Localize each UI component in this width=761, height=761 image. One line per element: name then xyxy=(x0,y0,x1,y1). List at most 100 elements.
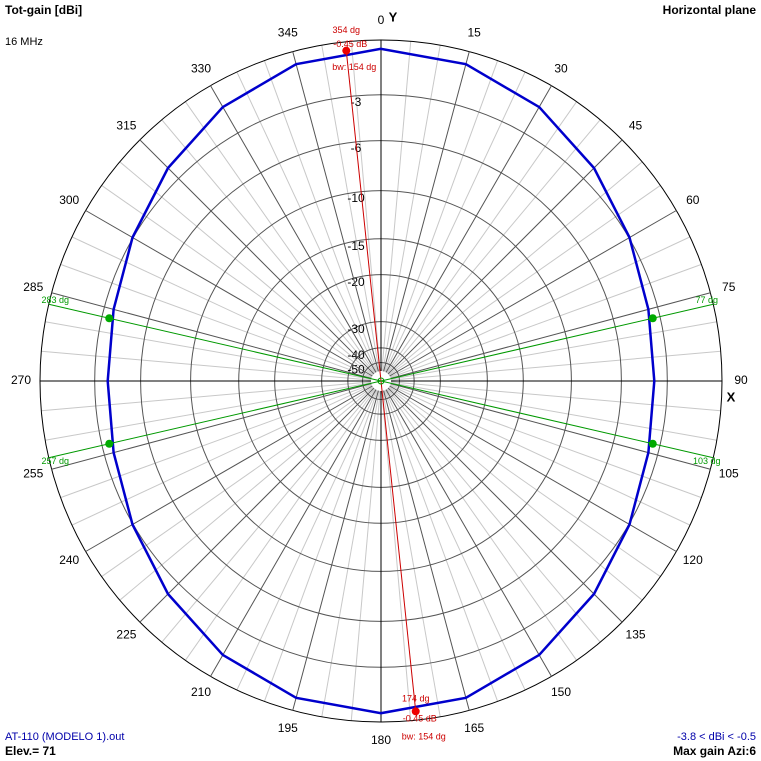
frequency: 16 MHz xyxy=(5,36,43,48)
minor-spoke xyxy=(119,387,374,601)
minor-spoke xyxy=(350,41,381,372)
angle-tick-label: 60 xyxy=(686,193,700,207)
minor-spoke xyxy=(390,381,721,412)
max-line xyxy=(345,50,382,382)
angle-tick-label: 240 xyxy=(59,553,79,567)
minor-spoke xyxy=(41,350,372,381)
max-dot xyxy=(342,46,351,55)
angle-grid-line xyxy=(389,210,677,377)
minor-spoke xyxy=(386,388,577,661)
minor-spoke xyxy=(185,388,376,661)
angle-tick-label: 210 xyxy=(191,685,211,699)
angle-grid-line xyxy=(51,292,372,379)
angle-grid-line xyxy=(85,385,373,552)
minor-spoke xyxy=(161,119,375,374)
bw-line xyxy=(380,303,714,382)
minor-spoke xyxy=(101,185,374,376)
minor-spoke xyxy=(387,388,601,643)
pattern-line xyxy=(106,47,656,715)
minor-spoke xyxy=(321,390,380,717)
minor-spoke xyxy=(45,382,372,441)
angle-grid-line xyxy=(292,51,379,372)
minor-spoke xyxy=(387,119,601,374)
angle-grid-line xyxy=(139,387,375,623)
angle-grid-line xyxy=(85,210,373,377)
angle-tick-label: 45 xyxy=(629,119,643,133)
minor-spoke xyxy=(382,390,441,717)
angle-grid-line xyxy=(387,139,623,375)
angle-tick-label: 165 xyxy=(464,721,484,735)
angle-grid-line xyxy=(385,389,552,677)
y-axis-label: Y xyxy=(389,9,398,24)
minor-spoke xyxy=(390,350,721,381)
angle-grid-line xyxy=(383,51,470,372)
minor-spoke xyxy=(350,390,381,721)
r-tick-label: -10 xyxy=(347,191,365,205)
angle-grid-line xyxy=(383,390,470,711)
angle-grid-line xyxy=(390,383,711,470)
angle-grid-line xyxy=(51,383,372,470)
r-tick-label: -20 xyxy=(347,275,365,289)
minor-spoke xyxy=(390,321,717,380)
minor-spoke xyxy=(185,101,376,374)
angle-tick-label: 270 xyxy=(11,373,31,387)
max-dot xyxy=(411,707,420,716)
angle-tick-label: 180 xyxy=(371,733,391,747)
file-name: AT-110 (MODELO 1).out xyxy=(5,731,124,743)
angle-grid-line xyxy=(390,292,711,379)
angle-tick-label: 105 xyxy=(719,466,739,480)
angle-tick-label: 15 xyxy=(467,25,481,39)
bw-line xyxy=(48,380,382,459)
max-gain-label: -0.45 dB xyxy=(333,39,367,49)
max-angle-label: 354 dg xyxy=(333,25,361,35)
minor-spoke xyxy=(390,382,717,441)
elevation: Elev.= 71 xyxy=(5,744,56,758)
angle-grid-line xyxy=(387,387,623,623)
minor-spoke xyxy=(45,321,372,380)
angle-grid-line xyxy=(210,85,377,373)
x-axis-label: X xyxy=(727,389,736,404)
bw-label: bw: 154 dg xyxy=(402,732,446,742)
bw-dot xyxy=(648,439,657,448)
center-dot xyxy=(377,377,385,385)
angle-tick-label: 150 xyxy=(551,685,571,699)
max-gain-label: -0.45 dB xyxy=(403,714,437,724)
minor-spoke xyxy=(382,45,441,372)
bw-label: bw: 154 dg xyxy=(332,62,376,72)
r-tick-label: -30 xyxy=(347,322,365,336)
minor-spoke xyxy=(381,41,412,372)
bw-dot xyxy=(648,314,657,323)
angle-tick-label: 345 xyxy=(278,25,298,39)
chart-title: Tot-gain [dBi] xyxy=(5,3,82,17)
bw-line xyxy=(380,380,714,459)
angle-tick-label: 195 xyxy=(278,721,298,735)
minor-spoke xyxy=(388,386,661,577)
angle-tick-label: 30 xyxy=(554,61,568,75)
bw-angle-label: 77 dg xyxy=(695,295,718,305)
subtitle: Horizontal plane xyxy=(663,3,757,17)
angle-tick-label: 90 xyxy=(734,373,748,387)
r-tick-label: -15 xyxy=(347,239,365,253)
minor-spoke xyxy=(161,388,375,643)
angle-grid-line xyxy=(292,390,379,711)
angle-tick-label: 120 xyxy=(683,553,703,567)
minor-spoke xyxy=(388,161,643,375)
angle-tick-label: 225 xyxy=(116,628,136,642)
r-tick-label: -3 xyxy=(351,95,362,109)
angle-grid-line xyxy=(389,385,677,552)
angle-tick-label: 0 xyxy=(378,13,385,27)
bw-angle-label: 257 dg xyxy=(41,456,69,466)
bw-angle-label: 103 dg xyxy=(693,456,721,466)
bw-angle-label: 283 dg xyxy=(41,295,69,305)
range-text: -3.8 < dBi < -0.5 xyxy=(677,731,756,743)
angle-tick-label: 330 xyxy=(191,61,211,75)
angle-tick-label: 135 xyxy=(626,628,646,642)
angle-tick-label: 300 xyxy=(59,193,79,207)
bw-dot xyxy=(105,439,114,448)
bw-dot xyxy=(105,314,114,323)
max-gain-text: Max gain Azi:6 xyxy=(673,744,756,758)
angle-tick-label: 285 xyxy=(23,280,43,294)
angle-grid-line xyxy=(210,389,377,677)
minor-spoke xyxy=(386,101,577,374)
minor-spoke xyxy=(321,45,380,372)
